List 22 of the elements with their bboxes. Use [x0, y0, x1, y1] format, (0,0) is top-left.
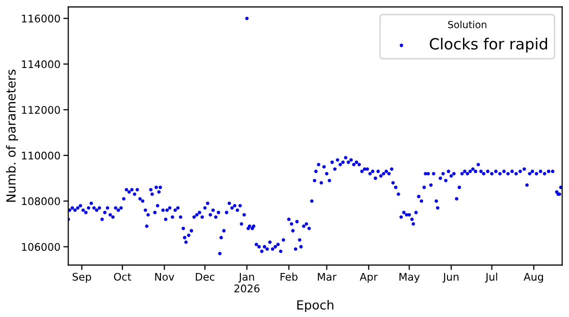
- x-tick-label: Mar: [318, 272, 337, 281]
- x-tick-label: Jun: [442, 272, 458, 283]
- y-tick-label: 106000: [22, 242, 60, 251]
- x-tick-label: Nov: [155, 272, 174, 281]
- x-tick-label: Aug: [524, 272, 543, 283]
- y-tick-label: 110000: [22, 152, 60, 160]
- x-tick-label: Jul: [484, 272, 498, 283]
- y-tick-label: 112000: [22, 106, 60, 114]
- legend-title: Solution: [448, 20, 486, 28]
- legend-label: Clocks for rapid: [430, 38, 548, 53]
- x-tick-label: Sep: [72, 272, 92, 283]
- x-tick-label: Apr: [360, 272, 378, 283]
- x-axis-title: Epoch: [297, 300, 334, 312]
- x-tick-label: Oct: [114, 272, 132, 281]
- y-tick-label: 114000: [22, 60, 60, 68]
- x-tick-label: Feb: [280, 272, 298, 281]
- y-tick-label: 116000: [22, 14, 60, 22]
- y-tick-label: 108000: [22, 197, 60, 206]
- x-tick-label: Jan 2026: [234, 272, 260, 292]
- x-tick-label: Dec: [196, 272, 214, 281]
- x-tick-label: May: [400, 272, 420, 283]
- y-axis-title: Numb. of parameters: [6, 70, 18, 202]
